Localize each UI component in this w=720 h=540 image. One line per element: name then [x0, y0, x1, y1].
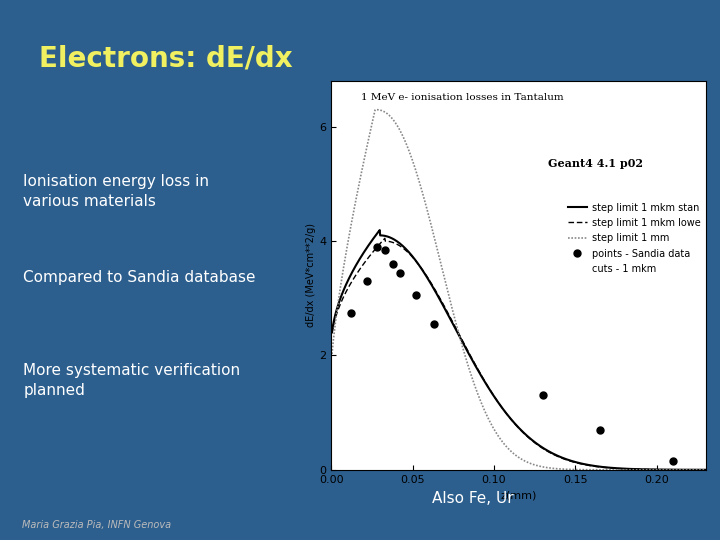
Text: Maria Grazia Pia, INFN Genova: Maria Grazia Pia, INFN Genova: [22, 520, 171, 530]
Text: Electrons: dE/dx: Electrons: dE/dx: [39, 44, 292, 72]
Text: More systematic verification
planned: More systematic verification planned: [24, 363, 240, 397]
Text: Ionisation energy loss in
various materials: Ionisation energy loss in various materi…: [24, 174, 210, 208]
Legend: step limit 1 mkm stan, step limit 1 mkm lowe, step limit 1 mm, points - Sandia d: step limit 1 mkm stan, step limit 1 mkm …: [567, 202, 701, 274]
Y-axis label: dE/dx (MeV*cm**2/g): dE/dx (MeV*cm**2/g): [307, 224, 316, 327]
X-axis label: z(mm): z(mm): [500, 490, 536, 500]
Text: Geant4 4.1 p02: Geant4 4.1 p02: [549, 158, 644, 168]
Text: 1 MeV e- ionisation losses in Tantalum: 1 MeV e- ionisation losses in Tantalum: [361, 93, 564, 102]
Text: Also Fe, Ur: Also Fe, Ur: [432, 491, 513, 507]
Text: Compared to Sandia database: Compared to Sandia database: [24, 270, 256, 285]
